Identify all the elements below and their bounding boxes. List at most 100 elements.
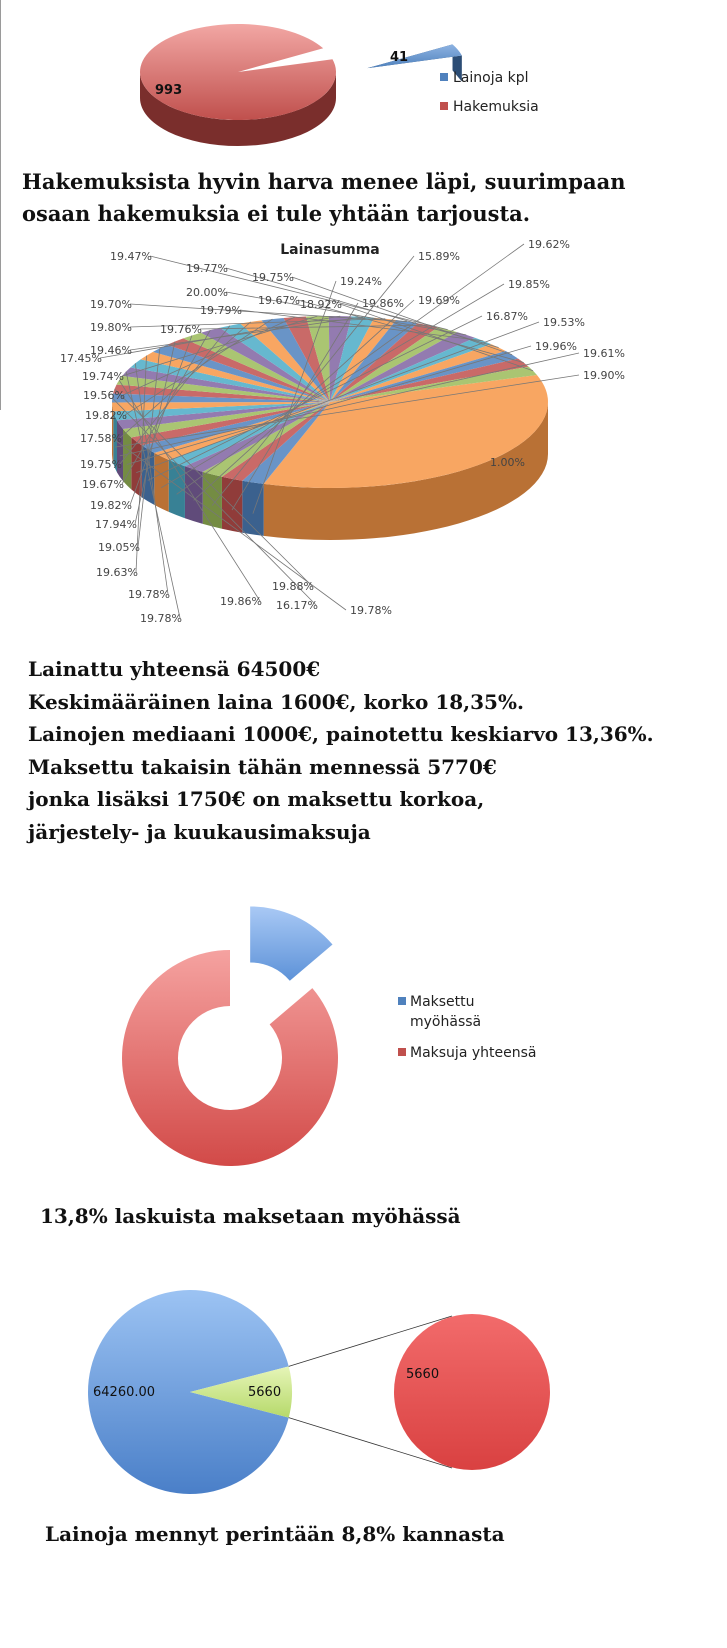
data-label-lainoja: 41 (390, 50, 408, 65)
slice-14 (113, 384, 330, 402)
slice-16 (122, 367, 330, 402)
data-label-8: 19.53% (543, 316, 585, 329)
data-label-19: 19.05% (98, 541, 140, 554)
collection-pie-of-pie-chart: 64260.00 5660 5660 (88, 1290, 550, 1494)
slice-9 (123, 402, 330, 438)
data-label-collection: 5660 (248, 1385, 281, 1400)
stat-median-loan: Lainojen mediaani 1000€, painotettu kesk… (28, 722, 654, 746)
slice-18 (140, 351, 330, 402)
connector-line-top (288, 1315, 453, 1367)
data-label-secondary: 5660 (406, 1367, 439, 1382)
slice-15 (116, 375, 331, 402)
leader-line-4 (193, 299, 415, 501)
data-label-18: 19.63% (96, 566, 138, 579)
data-label-1: 19.24% (340, 275, 382, 288)
data-label-21: 19.82% (90, 499, 132, 512)
slice-7-side (141, 445, 155, 505)
slice-8 (131, 402, 330, 446)
leader-line-14 (114, 388, 313, 587)
data-label-5: 19.62% (528, 238, 570, 251)
data-label-15: 19.86% (220, 595, 262, 608)
leader-line-8 (136, 321, 540, 474)
applications-pie-chart: 41 993 Lainoja kpl Hakemuksia (140, 24, 539, 146)
data-label-35: 19.79% (200, 304, 242, 317)
slice-collection (190, 1366, 293, 1418)
legend-label-line: Maksettu (410, 994, 475, 1010)
data-label-17: 19.78% (128, 588, 170, 601)
leader-line-13 (111, 397, 317, 606)
slice-3 (202, 402, 330, 477)
slice-23 (219, 323, 330, 402)
connector-line-bottom (288, 1417, 453, 1469)
data-label-3: 15.89% (418, 250, 460, 263)
stat-repaid: Maksettu takaisin tähän mennessä 5770€ (28, 754, 497, 779)
leader-line-17 (134, 363, 169, 595)
data-label-11: 19.90% (583, 369, 625, 382)
leader-line-5 (176, 243, 525, 495)
slice-11 (113, 402, 331, 421)
leader-line-18 (135, 355, 147, 573)
applications-heading: Hakemuksista hyvin harva menee läpi, suu… (22, 166, 625, 230)
data-label-main: 64260.00 (93, 1385, 155, 1400)
donut-slice-maksettu-myohassa (250, 906, 333, 981)
leader-line-9 (126, 345, 532, 465)
slice-33 (330, 327, 458, 402)
legend-label-line: myöhässä (410, 1014, 481, 1030)
leader-line-11 (114, 374, 580, 448)
collection-caption: Lainoja mennyt perintään 8,8% kannasta (45, 1522, 505, 1546)
slice-32 (330, 323, 438, 402)
slice-lainoja (367, 44, 462, 69)
data-label-6: 19.85% (508, 278, 550, 291)
data-label-28: 17.45% (60, 352, 102, 365)
leader-line-7 (147, 315, 483, 481)
slice-17 (130, 359, 330, 402)
data-label-32: 19.76% (160, 323, 202, 336)
slice-24 (240, 320, 330, 402)
slice-10 (117, 402, 330, 429)
data-label-7: 16.87% (486, 310, 528, 323)
slice-38 (330, 358, 529, 402)
legend-swatch-lainoja (440, 73, 448, 81)
data-label-10: 19.61% (583, 347, 625, 360)
stat-interest-paid: jonka lisäksi 1750€ on maksettu korkoa, (28, 787, 485, 811)
loan-amount-pie-chart: Lainasumma1.00%19.24%19.86%15.89%19.69%1… (60, 238, 625, 625)
data-label-39: 18.92% (300, 298, 342, 311)
data-label-25: 19.82% (85, 409, 127, 422)
leader-line-2 (231, 302, 359, 511)
slice-1 (242, 402, 330, 484)
left-margin-line (0, 0, 1, 410)
slice-36 (330, 344, 506, 402)
data-label-30: 19.80% (90, 321, 132, 334)
leader-line-39 (339, 303, 534, 372)
slice-3-side (202, 471, 222, 529)
slice-34 (330, 332, 475, 402)
slice-20 (167, 338, 330, 402)
slice-27 (306, 316, 330, 402)
slice-12-side (112, 402, 114, 464)
data-label-hakemuksia: 993 (155, 83, 182, 98)
leader-line-31 (129, 303, 407, 322)
slice-4-side (184, 466, 203, 524)
slice-26 (283, 316, 330, 402)
secondary-pie (394, 1314, 550, 1470)
legend-label-lainoja: Lainoja kpl (453, 70, 529, 86)
leader-line-33 (149, 255, 448, 330)
leader-line-30 (129, 318, 386, 328)
slice-10-side (117, 420, 124, 481)
late-payments-caption: 13,8% laskuista maksetaan myöhässä (40, 1204, 461, 1228)
slice-6-side (154, 452, 169, 512)
donut-slice-maksuja-yhteensa (121, 950, 338, 1166)
applications-heading-line-1: Hakemuksista hyvin harva menee läpi, suu… (22, 169, 626, 194)
leader-line-29 (129, 316, 363, 351)
loan-stats: Lainattu yhteensä 64500€ Keskimääräinen … (28, 653, 654, 848)
leader-line-10 (119, 352, 580, 457)
slice-11-side (113, 411, 118, 473)
leader-line-37 (291, 276, 513, 356)
leader-line-21 (129, 335, 193, 506)
leader-line-6 (161, 283, 505, 489)
slice-5-side (168, 459, 185, 519)
data-label-13: 16.17% (276, 599, 318, 612)
leader-line-22 (121, 329, 211, 485)
slice-39 (330, 366, 537, 402)
leader-line-24 (119, 321, 252, 439)
